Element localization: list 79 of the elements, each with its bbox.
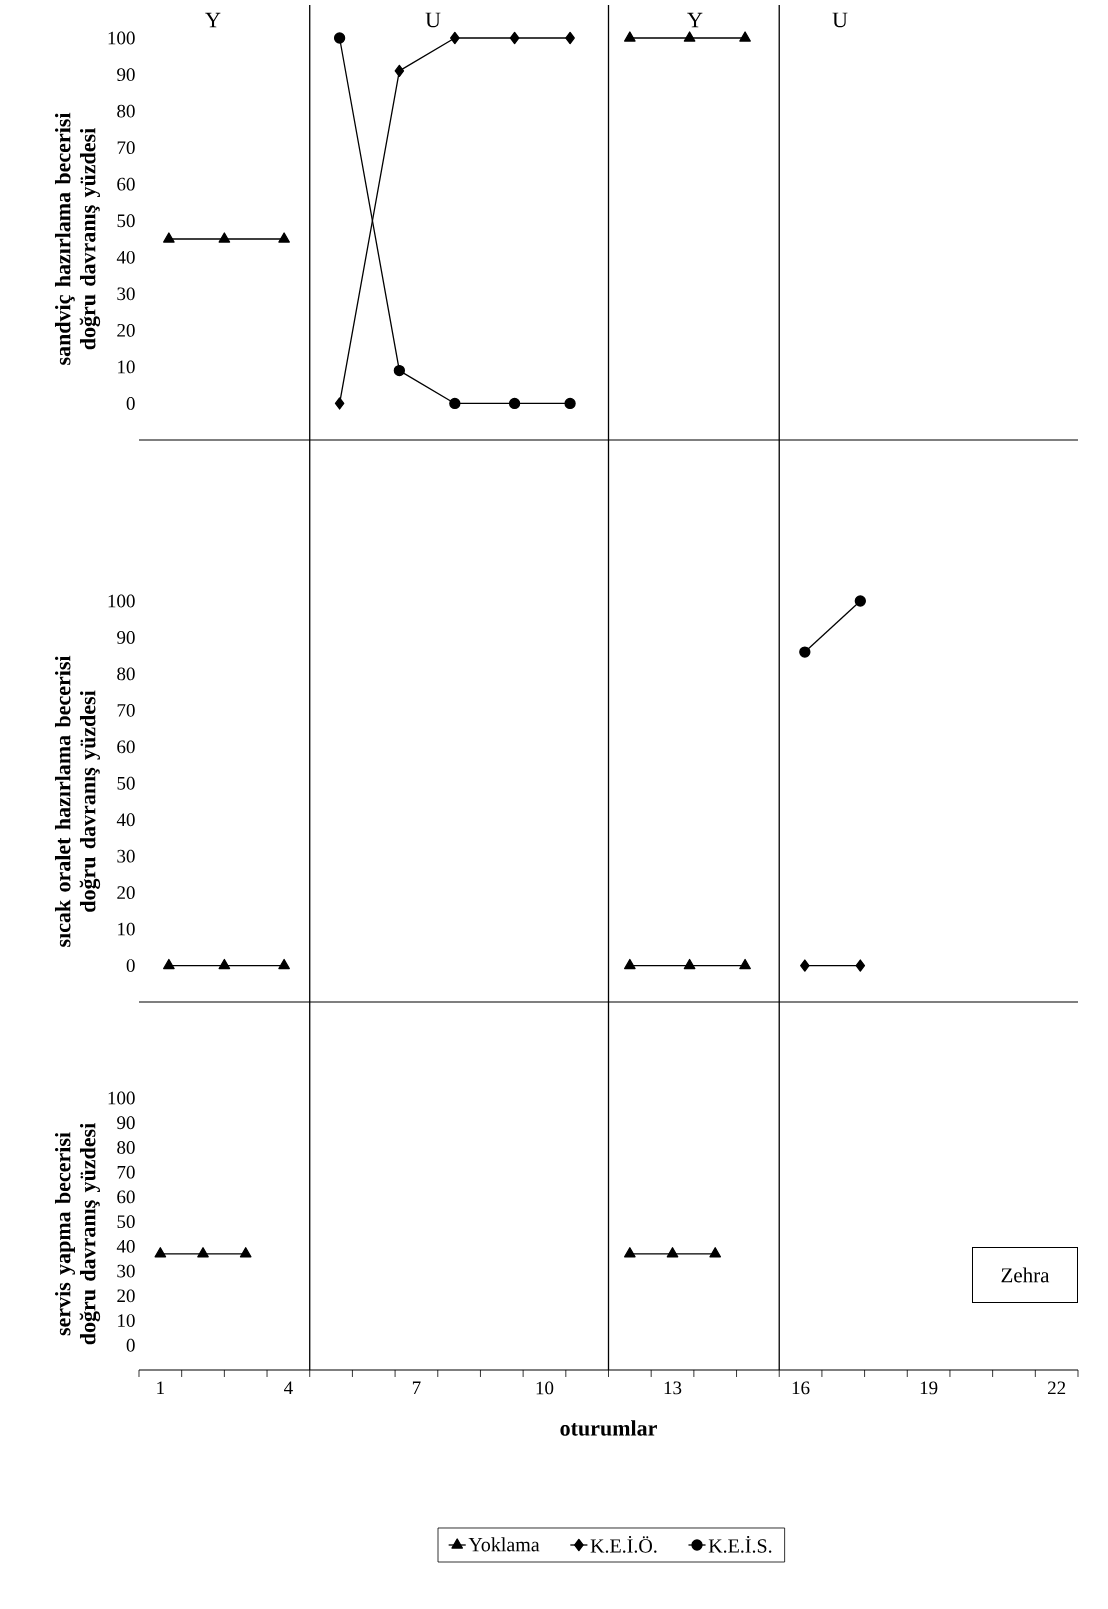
y-tick-label: 40 [116,813,135,827]
point [739,31,751,42]
y-tick-label: 10 [118,360,135,374]
y-tick-label: 70 [117,1165,135,1179]
y-axis-title: sandviç hazırlama becerisi doğru davranış yüzdesi [54,112,101,365]
y-tick-label: 0 [126,397,135,410]
point [854,595,866,607]
y-tick-label: 40 [116,250,135,264]
y-tick-label: 70 [117,141,135,155]
y-tick-label: 50 [117,214,135,228]
point [855,959,866,972]
point [163,232,175,243]
point [163,958,175,970]
point [508,397,521,410]
y-tick-label: 0 [126,959,135,972]
x-axis-title: oturumlar [560,1420,657,1436]
text: U [832,12,848,28]
point [800,959,810,972]
x-tick-label: 19 [920,1381,938,1395]
y-axis-title: sıcak oralet hazırlama becerisi doğru davranış yüzdesi [54,655,101,947]
point [565,31,575,45]
point [278,232,290,243]
y-tick-label: 30 [117,1264,135,1278]
y-tick-label: 30 [117,849,135,863]
point [683,958,696,970]
point [623,31,636,42]
x-tick-label: 10 [536,1381,554,1395]
x-tick-label: 16 [792,1381,810,1395]
point [450,31,460,45]
text: Y [687,12,703,28]
y-tick-label: 10 [118,922,135,936]
x-tick-label: 13 [664,1381,682,1395]
y-tick-label: 60 [117,1190,135,1204]
point [799,646,811,658]
y-tick-label: 90 [117,631,135,644]
x-tick-label: 4 [284,1381,293,1395]
y-axis-title: servis yapma becerisi doğru davranış yüzdesi [54,1123,101,1345]
y-tick-label: 80 [117,667,135,681]
y-tick-label: 90 [117,1116,135,1130]
point [739,958,751,970]
y-tick-label: 40 [116,1239,135,1253]
y-tick-label: 90 [117,68,135,81]
x-tick-label: 22 [1047,1381,1066,1395]
y-tick-label: 70 [117,703,135,717]
point [334,397,345,410]
y-tick-label: 10 [118,1314,135,1327]
legend-label: K.E.İ.S. [708,1536,772,1553]
legend-label: K.E.İ.Ö. [590,1536,657,1553]
y-tick-label: 20 [117,323,135,337]
point [218,232,231,243]
point [333,32,346,44]
y-tick-label: 20 [117,886,135,900]
y-tick-label: 100 [108,31,135,45]
text: Y [205,12,221,28]
y-tick-label: 100 [108,1091,135,1105]
point [278,958,290,970]
y-tick-label: 0 [126,1338,135,1352]
annotation: Zehra [1001,1267,1050,1283]
y-tick-label: 50 [117,1215,135,1229]
y-tick-label: 50 [117,776,135,790]
y-tick-label: 60 [117,177,135,191]
y-tick-label: 20 [117,1289,135,1303]
y-tick-label: 60 [117,740,135,754]
y-tick-label: 80 [117,1141,135,1154]
point [623,958,636,970]
point [683,31,696,42]
y-tick-label: 30 [117,287,135,301]
legend-label: Yoklama [468,1537,540,1552]
point [394,64,405,78]
point [449,397,461,410]
y-tick-label: 80 [117,104,135,118]
x-tick-label: 7 [412,1381,421,1394]
text: U [425,12,441,28]
point [564,397,576,410]
x-tick-label: 1 [157,1381,164,1395]
y-tick-label: 100 [108,594,135,608]
point [393,364,406,377]
point [509,31,520,45]
point [218,958,231,970]
